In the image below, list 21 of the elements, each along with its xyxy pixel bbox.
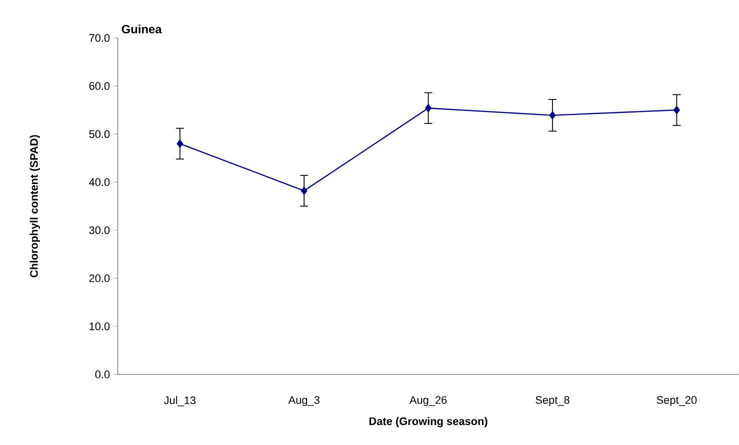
y-tick-label: 50.0 (89, 130, 110, 138)
y-tick-label: 0.0 (95, 370, 110, 378)
y-axis-title: Chlorophyll content (SPAD) (30, 134, 40, 278)
x-tick-label: Aug_26 (409, 396, 447, 406)
y-tick-label: 10.0 (90, 322, 110, 330)
x-tick-label: Jul_13 (164, 396, 196, 406)
y-tick-label: 60.0 (89, 82, 110, 90)
point (673, 106, 680, 114)
x-tick-label: Sept_20 (656, 396, 697, 406)
point (425, 104, 432, 112)
point (300, 186, 308, 195)
x-tick-label: Aug_3 (288, 396, 320, 406)
point (549, 111, 556, 120)
chart-title: Guinea (122, 24, 162, 34)
y-tick-label: 40.0 (89, 178, 110, 186)
y-tick-label: 30.0 (89, 226, 110, 234)
point (176, 139, 184, 148)
y-tick-label: 20.0 (89, 274, 110, 282)
x-axis-title: Date (Growing season) (369, 416, 488, 428)
x-tick-label: Sept_8 (536, 396, 570, 406)
y-tick-label: 70.0 (89, 34, 110, 42)
